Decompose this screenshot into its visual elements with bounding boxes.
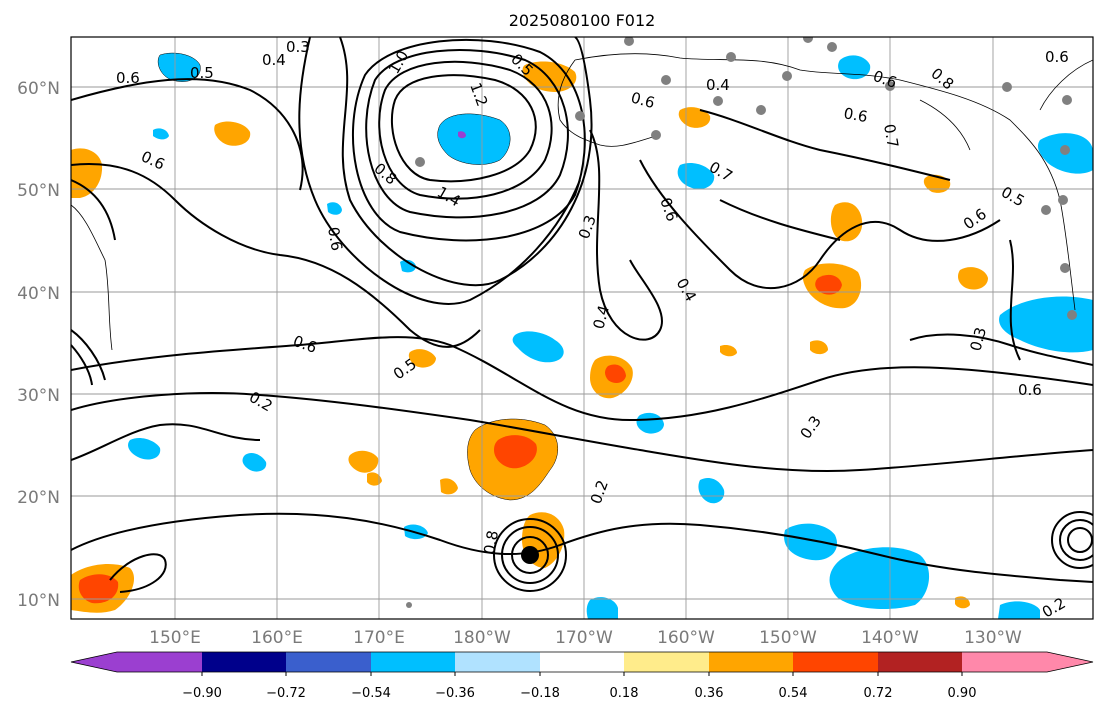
colorbar-segment bbox=[962, 652, 1093, 672]
blue-patch bbox=[242, 452, 267, 472]
colorbar-tick-label: 0.54 bbox=[779, 686, 808, 701]
colorbar-tick-label: 0.36 bbox=[695, 686, 724, 701]
lat-label: 60°N bbox=[17, 79, 60, 99]
colorbar-tick-label: −0.18 bbox=[520, 686, 560, 701]
red-patch bbox=[78, 574, 119, 604]
lat-label: 50°N bbox=[17, 181, 60, 201]
lat-label: 10°N bbox=[17, 591, 60, 611]
colorbar-tick-label: 0.18 bbox=[610, 686, 639, 701]
colorbar-tick-label: −0.36 bbox=[435, 686, 475, 701]
contour-label: 0.4 bbox=[262, 51, 286, 69]
contour-label: 0.6 bbox=[116, 69, 140, 87]
contour-label: 0.6 bbox=[842, 104, 869, 126]
orange-patch bbox=[720, 344, 737, 357]
colorbar-tick-label: 0.72 bbox=[864, 686, 893, 701]
colorbar-tick-label: 0.90 bbox=[948, 686, 977, 701]
contour-label: 0.6 bbox=[324, 226, 346, 253]
blue-patch bbox=[784, 523, 838, 561]
contour-label: 0.6 bbox=[1018, 381, 1042, 399]
red-patch bbox=[815, 274, 842, 295]
colorbar-segment bbox=[286, 652, 371, 672]
blue-patch bbox=[327, 202, 342, 215]
colorbar-tick-labels: −0.90 −0.72 −0.54 −0.36 −0.18 0.18 0.36 … bbox=[182, 686, 976, 701]
blue-patch bbox=[512, 331, 564, 363]
colorbar-segment bbox=[624, 652, 709, 672]
colorbar-segment bbox=[709, 652, 793, 672]
contour-label: 0.7 bbox=[880, 123, 902, 150]
orange-patch bbox=[830, 202, 863, 242]
orange-patch bbox=[348, 450, 379, 473]
orange-patch bbox=[367, 472, 382, 486]
station-markers bbox=[406, 37, 1077, 608]
blue-patch bbox=[586, 597, 618, 619]
blue-patch bbox=[677, 163, 715, 190]
lon-label: 150°W bbox=[759, 628, 817, 648]
blue-patch bbox=[999, 296, 1093, 353]
blue-patch bbox=[128, 437, 161, 460]
lon-label: 170°W bbox=[555, 628, 613, 648]
map-frame bbox=[70, 36, 1094, 620]
red-patch bbox=[494, 435, 537, 469]
contour-lines bbox=[71, 37, 1093, 593]
colorbar-segment bbox=[202, 652, 286, 672]
orange-patch bbox=[958, 267, 988, 290]
orange-patch bbox=[810, 340, 828, 355]
lon-label: 180°W bbox=[453, 628, 511, 648]
colorbar-segment bbox=[793, 652, 878, 672]
contour-label: 0.8 bbox=[480, 529, 502, 556]
orange-patch bbox=[71, 148, 103, 198]
lon-label: 160°W bbox=[657, 628, 715, 648]
shaded-fields bbox=[71, 52, 1093, 619]
storm-center-marker bbox=[521, 546, 539, 564]
orange-patch bbox=[408, 349, 436, 368]
blue-patch bbox=[838, 55, 871, 80]
lon-label: 140°W bbox=[861, 628, 919, 648]
colorbar-segment bbox=[71, 652, 202, 672]
lat-label: 20°N bbox=[17, 488, 60, 508]
orange-patch bbox=[440, 478, 458, 495]
contour-label: 0.6 bbox=[629, 88, 657, 112]
colorbar bbox=[70, 651, 1094, 676]
lon-label: 160°E bbox=[251, 628, 303, 648]
purple-dot bbox=[458, 131, 466, 139]
blue-patch bbox=[437, 113, 511, 165]
contour-label: 0.3 bbox=[286, 38, 310, 56]
colorbar-tick-label: −0.54 bbox=[351, 686, 391, 701]
blue-patch bbox=[829, 547, 930, 610]
colorbar-segment bbox=[371, 652, 455, 672]
blue-patch bbox=[698, 478, 725, 504]
map-title: 2025080100 F012 bbox=[509, 11, 656, 30]
contour-label: 0.5 bbox=[190, 64, 214, 82]
blue-patch bbox=[153, 128, 169, 140]
colorbar-tick-label: −0.90 bbox=[182, 686, 222, 701]
longitude-labels: 150°E 160°E 170°E 180°W 170°W 160°W 150°… bbox=[149, 628, 1022, 648]
colorbar-segment bbox=[540, 652, 624, 672]
contour-label: 0.4 bbox=[706, 76, 730, 94]
blue-patch bbox=[400, 259, 416, 273]
lat-label: 40°N bbox=[17, 284, 60, 304]
contour-label: 0.6 bbox=[1045, 48, 1069, 66]
red-patch bbox=[605, 364, 626, 384]
latitude-labels: 60°N 50°N 40°N 30°N 20°N 10°N bbox=[17, 79, 60, 611]
blue-patch bbox=[998, 601, 1040, 619]
contour-label: 0.4 bbox=[589, 303, 613, 331]
colorbar-segment bbox=[455, 652, 540, 672]
lon-label: 150°E bbox=[149, 628, 201, 648]
orange-patch bbox=[214, 121, 251, 146]
contour-label: 0.3 bbox=[966, 325, 990, 353]
colorbar-tick-label: −0.72 bbox=[266, 686, 306, 701]
lon-label: 130°W bbox=[964, 628, 1022, 648]
orange-patch bbox=[678, 107, 711, 128]
lon-label: 170°E bbox=[353, 628, 405, 648]
colorbar-segment bbox=[878, 652, 962, 672]
map-area: 0.3 0.4 0.5 0.6 0.6 1.0 1.2 1.4 0.8 0.6 … bbox=[71, 37, 1093, 619]
colorbar-outline bbox=[70, 651, 1094, 673]
lat-label: 30°N bbox=[17, 386, 60, 406]
contour-label-group: 0.3 0.4 0.5 0.6 0.6 1.0 1.2 1.4 0.8 0.6 … bbox=[116, 38, 1069, 619]
